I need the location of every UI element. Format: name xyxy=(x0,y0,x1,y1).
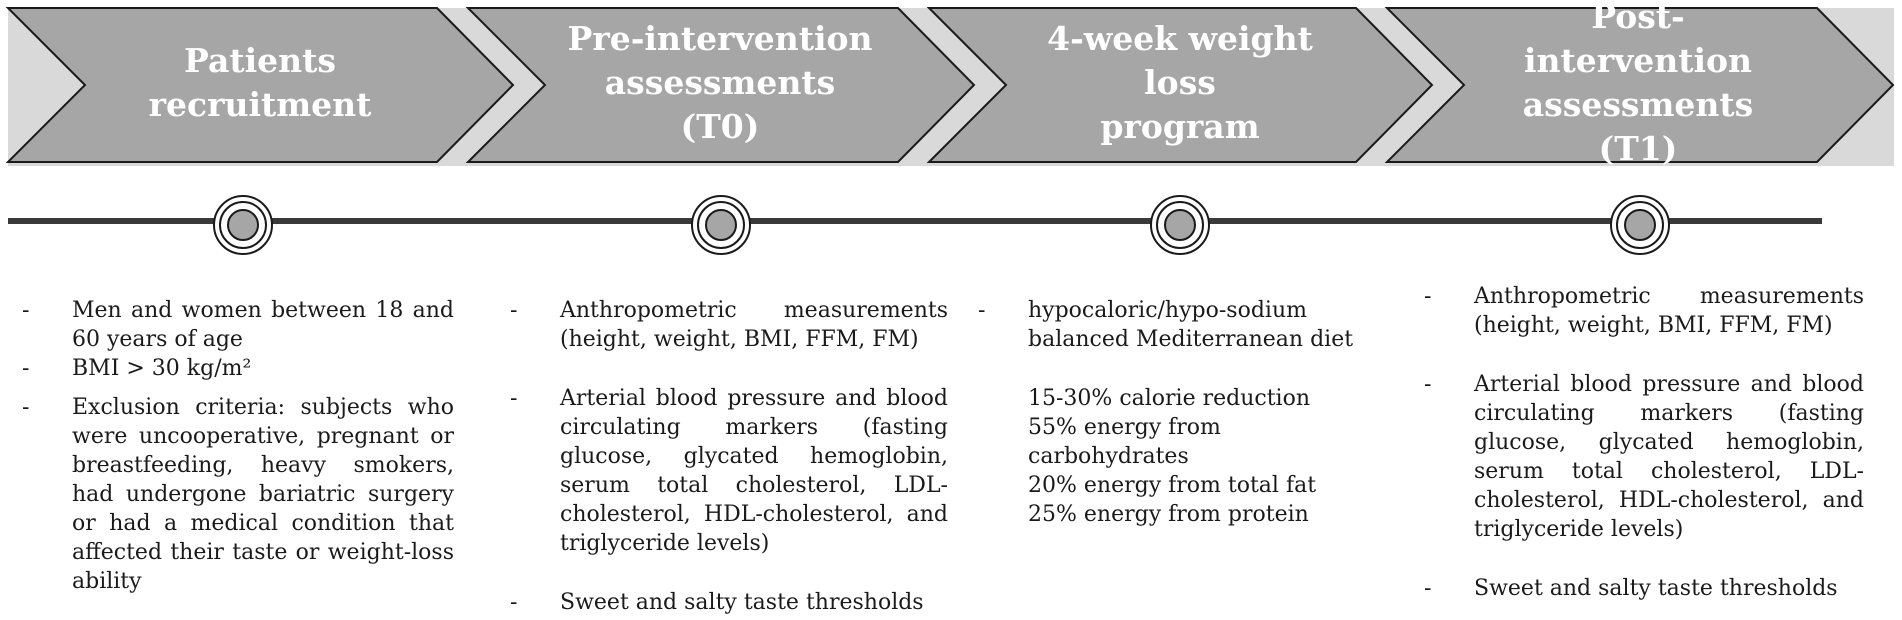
chevron-stage-1 xyxy=(5,7,515,163)
chevron-stage-4 xyxy=(1384,7,1895,163)
timeline-node-1 xyxy=(213,195,273,255)
list-item-text: Sweet and salty taste thresholds xyxy=(1474,576,1838,601)
bullet-marker: - xyxy=(510,386,518,411)
stage-4-details: - Anthropometric measurements (height, w… xyxy=(1424,282,1864,603)
diet-detail: 20% energy from total fat xyxy=(1028,473,1317,498)
stage-4-title: Post-intervention assessments (T1) xyxy=(1522,0,1754,168)
list-item-text: Arterial blood pressure and blood circul… xyxy=(560,386,948,556)
list-item: - hypocaloric/hypo-sodium balanced Medit… xyxy=(978,296,1378,354)
bullet-marker: - xyxy=(22,298,30,323)
chevron-stage-3 xyxy=(926,7,1434,163)
bullet-marker: - xyxy=(1424,576,1432,601)
stage-2-title: Pre-intervention assessments (T0) xyxy=(567,19,873,146)
stage-2-details: - Anthropometric measurements (height, w… xyxy=(510,296,948,617)
bullet-marker: - xyxy=(22,356,30,381)
bullet-marker: - xyxy=(1424,284,1432,309)
list-item-text: Arterial blood pressure and blood circul… xyxy=(1474,372,1864,542)
list-item: - Arterial blood pressure and blood circ… xyxy=(510,384,948,558)
diet-detail: 25% energy from protein xyxy=(1028,502,1309,527)
list-item-text: Exclusion criteria: subjects who were un… xyxy=(72,395,454,594)
list-item: - Arterial blood pressure and blood circ… xyxy=(1424,370,1864,544)
stage-3-details: - hypocaloric/hypo-sodium balanced Medit… xyxy=(978,296,1378,529)
stage-3-title: 4-week weight loss program xyxy=(1047,19,1313,146)
chevron-stage-2 xyxy=(465,7,976,163)
list-item-text: hypocaloric/hypo-sodium balanced Mediter… xyxy=(1028,298,1354,352)
list-item: - Exclusion criteria: subjects who were … xyxy=(22,393,454,596)
stage-1-details: - Men and women between 18 and 60 years … xyxy=(22,296,454,596)
bullet-marker: - xyxy=(510,298,518,323)
list-item: - Anthropometric measurements (height, w… xyxy=(510,296,948,354)
list-item-text: Sweet and salty taste thresholds xyxy=(560,590,924,615)
list-item: - Sweet and salty taste thresholds xyxy=(1424,574,1864,603)
diet-detail: 55% energy from carbohydrates xyxy=(1028,415,1221,469)
list-item: - Anthropometric measurements (height, w… xyxy=(1424,282,1864,340)
list-item-text: Anthropometric measurements (height, wei… xyxy=(1474,284,1864,338)
timeline-node-2 xyxy=(691,195,751,255)
bullet-marker: - xyxy=(978,298,986,323)
list-item: - Sweet and salty taste thresholds xyxy=(510,588,948,617)
timeline-node-4 xyxy=(1610,195,1670,255)
list-item-text: BMI > 30 kg/m² xyxy=(72,356,252,381)
bullet-marker: - xyxy=(1424,372,1432,397)
list-item: - BMI > 30 kg/m² xyxy=(22,354,454,383)
bullet-marker: - xyxy=(22,395,30,420)
list-item: - Men and women between 18 and 60 years … xyxy=(22,296,454,354)
timeline-node-3 xyxy=(1150,195,1210,255)
diet-detail: 15-30% calorie reduction xyxy=(1028,386,1311,411)
list-item-text: Anthropometric measurements (height, wei… xyxy=(560,298,948,352)
stage-1-title: Patients recruitment xyxy=(148,41,372,124)
bullet-marker: - xyxy=(510,590,518,615)
list-item-text: Men and women between 18 and 60 years of… xyxy=(72,298,454,352)
